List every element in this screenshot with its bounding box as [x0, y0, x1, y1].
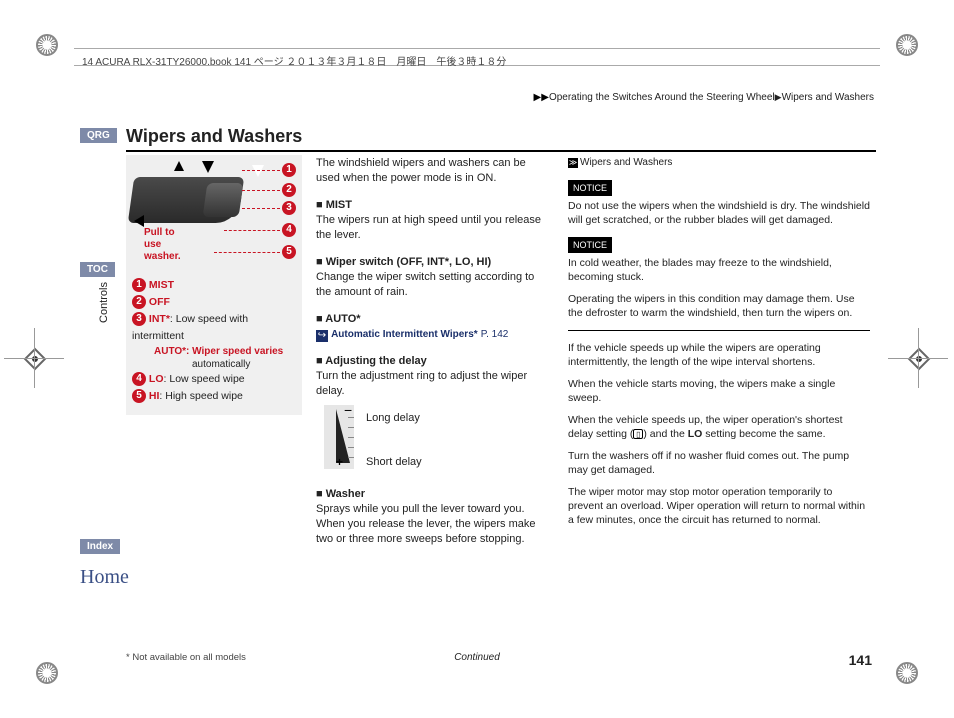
switch-text: Change the wiper switch setting accordin… — [316, 270, 544, 300]
notice-text-2a: In cold weather, the blades may freeze t… — [568, 256, 870, 284]
callout-line — [242, 170, 280, 171]
legend-row-int: 3 INT*: Low speed with intermittent — [132, 311, 296, 345]
heading-wiper-switch: ■ Wiper switch (OFF, INT*, LO, HI) — [316, 255, 544, 270]
info-header: ≫Wipers and Washers — [568, 156, 870, 170]
crop-mark-br — [890, 656, 924, 690]
sidebar-toc-button[interactable]: TOC — [80, 262, 115, 277]
short-delay-label: Short delay — [366, 455, 422, 470]
auto-link-text[interactable]: Automatic Intermittent Wipers* — [331, 329, 478, 340]
pull-to-use-washer-label: Pull to use washer. — [144, 227, 181, 263]
meta-hairline — [74, 48, 880, 49]
info-p1: If the vehicle speeds up while the wiper… — [568, 341, 870, 369]
breadcrumb-part-2[interactable]: Wipers and Washers — [782, 92, 874, 103]
sidebar-home-button[interactable]: Home — [80, 566, 129, 589]
diagram-legend: 1 MIST 2 OFF 3 INT*: Low speed with inte… — [132, 277, 296, 405]
callout-badge-2: 2 — [282, 183, 296, 197]
adjust-text: Turn the adjustment ring to adjust the w… — [316, 369, 544, 399]
footnote: * Not available on all models — [126, 652, 246, 663]
info-sidebar: ≫Wipers and Washers NOTICE Do not use th… — [568, 156, 870, 527]
callout-badge-1: 1 — [282, 163, 296, 177]
info-p2: When the vehicle starts moving, the wipe… — [568, 377, 870, 405]
long-delay-label: Long delay — [366, 411, 420, 426]
callout-badge-5: 5 — [282, 245, 296, 259]
heading-washer: ■ Washer — [316, 487, 544, 502]
delay-diagram: − + Long delay Short delay — [316, 405, 544, 475]
crop-mark-tl — [30, 28, 64, 62]
crop-mark-bl — [30, 656, 64, 690]
book-meta: 14 ACURA RLX-31TY26000.book 141 ページ ２０１３… — [82, 53, 506, 68]
link-icon: ↪ — [316, 330, 328, 342]
arrow-mist-icon — [252, 165, 264, 177]
continued-label: Continued — [454, 652, 500, 663]
info-p5: The wiper motor may stop motor operation… — [568, 485, 870, 527]
heading-auto: ■ AUTO* — [316, 312, 544, 327]
divider — [568, 330, 870, 331]
plus-icon: + — [336, 455, 343, 470]
crop-mark-mr — [902, 342, 936, 376]
callout-line — [242, 208, 280, 209]
washer-text: Sprays while you pull the lever toward y… — [316, 502, 544, 547]
legend-auto-sub: AUTO*: Wiper speed varies automatically — [132, 345, 296, 371]
sidebar-qrg-button[interactable]: QRG — [80, 128, 117, 143]
breadcrumb-arrows: ▶▶ — [534, 92, 549, 103]
delay-setting-icon: ▯ — [633, 429, 643, 439]
page-number: 141 — [849, 652, 872, 668]
auto-link-page[interactable]: P. 142 — [481, 329, 509, 340]
arrow-up-icon — [174, 161, 184, 171]
minus-icon: − — [344, 403, 352, 418]
main-content: The windshield wipers and washers can be… — [316, 156, 544, 547]
chevron-icon: ≫ — [568, 158, 578, 168]
notice-text-2b: Operating the wipers in this condition m… — [568, 292, 870, 320]
crop-mark-tr — [890, 28, 924, 62]
wiper-diagram: Pull to use washer. 1 2 3 4 5 1 MIST 2 O… — [126, 155, 302, 415]
wiper-lever-illustration: Pull to use washer. 1 2 3 4 5 — [126, 155, 302, 270]
crop-mark-ml — [18, 342, 52, 376]
callout-line — [214, 252, 280, 253]
heading-adjust-delay: ■ Adjusting the delay — [316, 354, 544, 369]
arrow-pull-icon — [134, 215, 144, 227]
callout-badge-4: 4 — [282, 223, 296, 237]
legend-row-mist: 1 MIST — [132, 277, 296, 294]
section-title: Wipers and Washers — [126, 126, 876, 152]
sidebar-index-button[interactable]: Index — [80, 539, 120, 554]
notice-text-1: Do not use the wipers when the windshiel… — [568, 199, 870, 227]
callout-line — [242, 190, 280, 191]
arrow-down-icon — [202, 161, 214, 173]
breadcrumb: ▶▶Operating the Switches Around the Stee… — [534, 92, 874, 103]
callout-badge-3: 3 — [282, 201, 296, 215]
sidebar-section-label: Controls — [98, 282, 110, 323]
info-p3: When the vehicle speeds up, the wiper op… — [568, 413, 870, 441]
auto-link-row[interactable]: ↪ Automatic Intermittent Wipers* P. 142 — [316, 327, 544, 342]
breadcrumb-sep: ▶ — [775, 92, 782, 102]
mist-text: The wipers run at high speed until you r… — [316, 213, 544, 243]
breadcrumb-part-1[interactable]: Operating the Switches Around the Steeri… — [549, 92, 775, 103]
info-p4: Turn the washers off if no washer fluid … — [568, 449, 870, 477]
legend-row-lo: 4 LO: Low speed wipe — [132, 371, 296, 388]
notice-badge: NOTICE — [568, 237, 612, 253]
intro-text: The windshield wipers and washers can be… — [316, 156, 544, 186]
callout-line — [224, 230, 280, 231]
notice-badge: NOTICE — [568, 180, 612, 196]
legend-row-hi: 5 HI: High speed wipe — [132, 388, 296, 405]
heading-mist: ■ MIST — [316, 198, 544, 213]
legend-row-off: 2 OFF — [132, 294, 296, 311]
